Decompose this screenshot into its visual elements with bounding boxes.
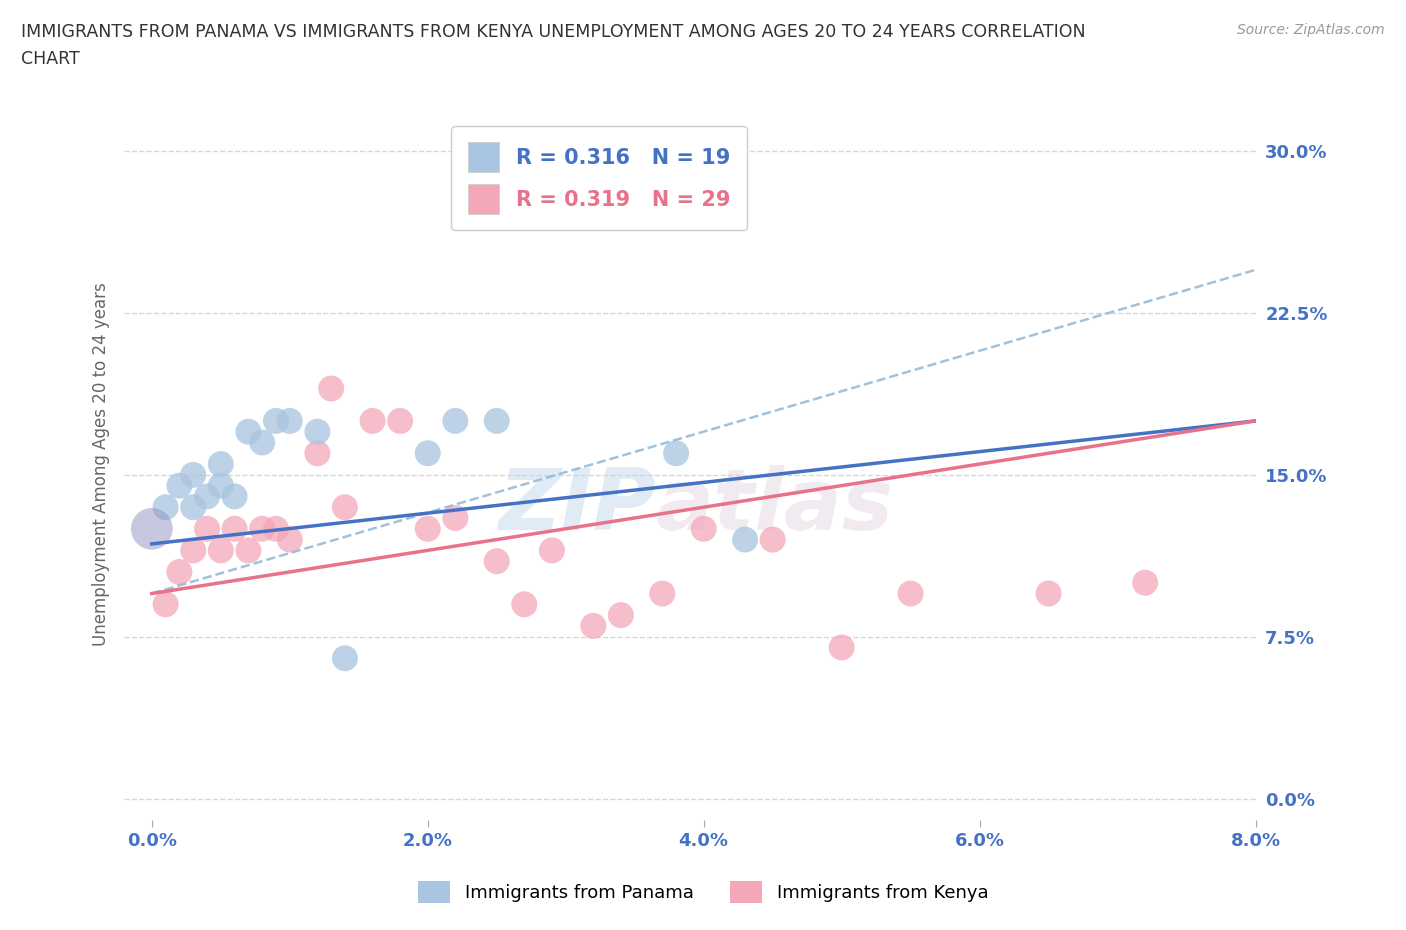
Point [762,532,785,547]
Point [734,532,756,547]
Point [513,597,536,612]
Legend: Immigrants from Panama, Immigrants from Kenya: Immigrants from Panama, Immigrants from … [409,871,997,911]
Point [209,457,232,472]
Point [141,522,163,537]
Point [155,499,177,514]
Point [264,414,287,429]
Point [582,618,605,633]
Point [238,543,260,558]
Point [485,414,508,429]
Point [444,511,467,525]
Point [181,499,204,514]
Point [264,522,287,537]
Point [1133,576,1156,591]
Point [665,445,688,460]
Point [224,522,246,537]
Point [389,414,412,429]
Point [416,445,439,460]
Point [321,381,343,396]
Point [155,597,177,612]
Y-axis label: Unemployment Among Ages 20 to 24 years: Unemployment Among Ages 20 to 24 years [93,282,110,646]
Point [278,414,301,429]
Point [169,478,191,493]
Text: ZIP: ZIP [498,465,657,549]
Point [444,414,467,429]
Text: IMMIGRANTS FROM PANAMA VS IMMIGRANTS FROM KENYA UNEMPLOYMENT AMONG AGES 20 TO 24: IMMIGRANTS FROM PANAMA VS IMMIGRANTS FRO… [21,23,1085,68]
Point [610,607,633,622]
Point [692,522,714,537]
Point [278,532,301,547]
Point [250,435,273,450]
Point [333,651,356,666]
Point [361,414,384,429]
Point [181,468,204,483]
Point [485,553,508,568]
Point [541,543,564,558]
Point [900,586,922,601]
Point [1038,586,1060,601]
Point [831,640,853,655]
Point [651,586,673,601]
Point [169,565,191,579]
Text: atlas: atlas [657,465,894,549]
Point [195,522,218,537]
Point [209,478,232,493]
Point [307,424,329,439]
Point [250,522,273,537]
Point [224,489,246,504]
Point [181,543,204,558]
Point [307,445,329,460]
Point [333,499,356,514]
Point [195,489,218,504]
Text: Source: ZipAtlas.com: Source: ZipAtlas.com [1237,23,1385,37]
Point [238,424,260,439]
Point [209,543,232,558]
Point [416,522,439,537]
Legend: R = 0.316   N = 19, R = 0.319   N = 29: R = 0.316 N = 19, R = 0.319 N = 29 [451,126,747,231]
